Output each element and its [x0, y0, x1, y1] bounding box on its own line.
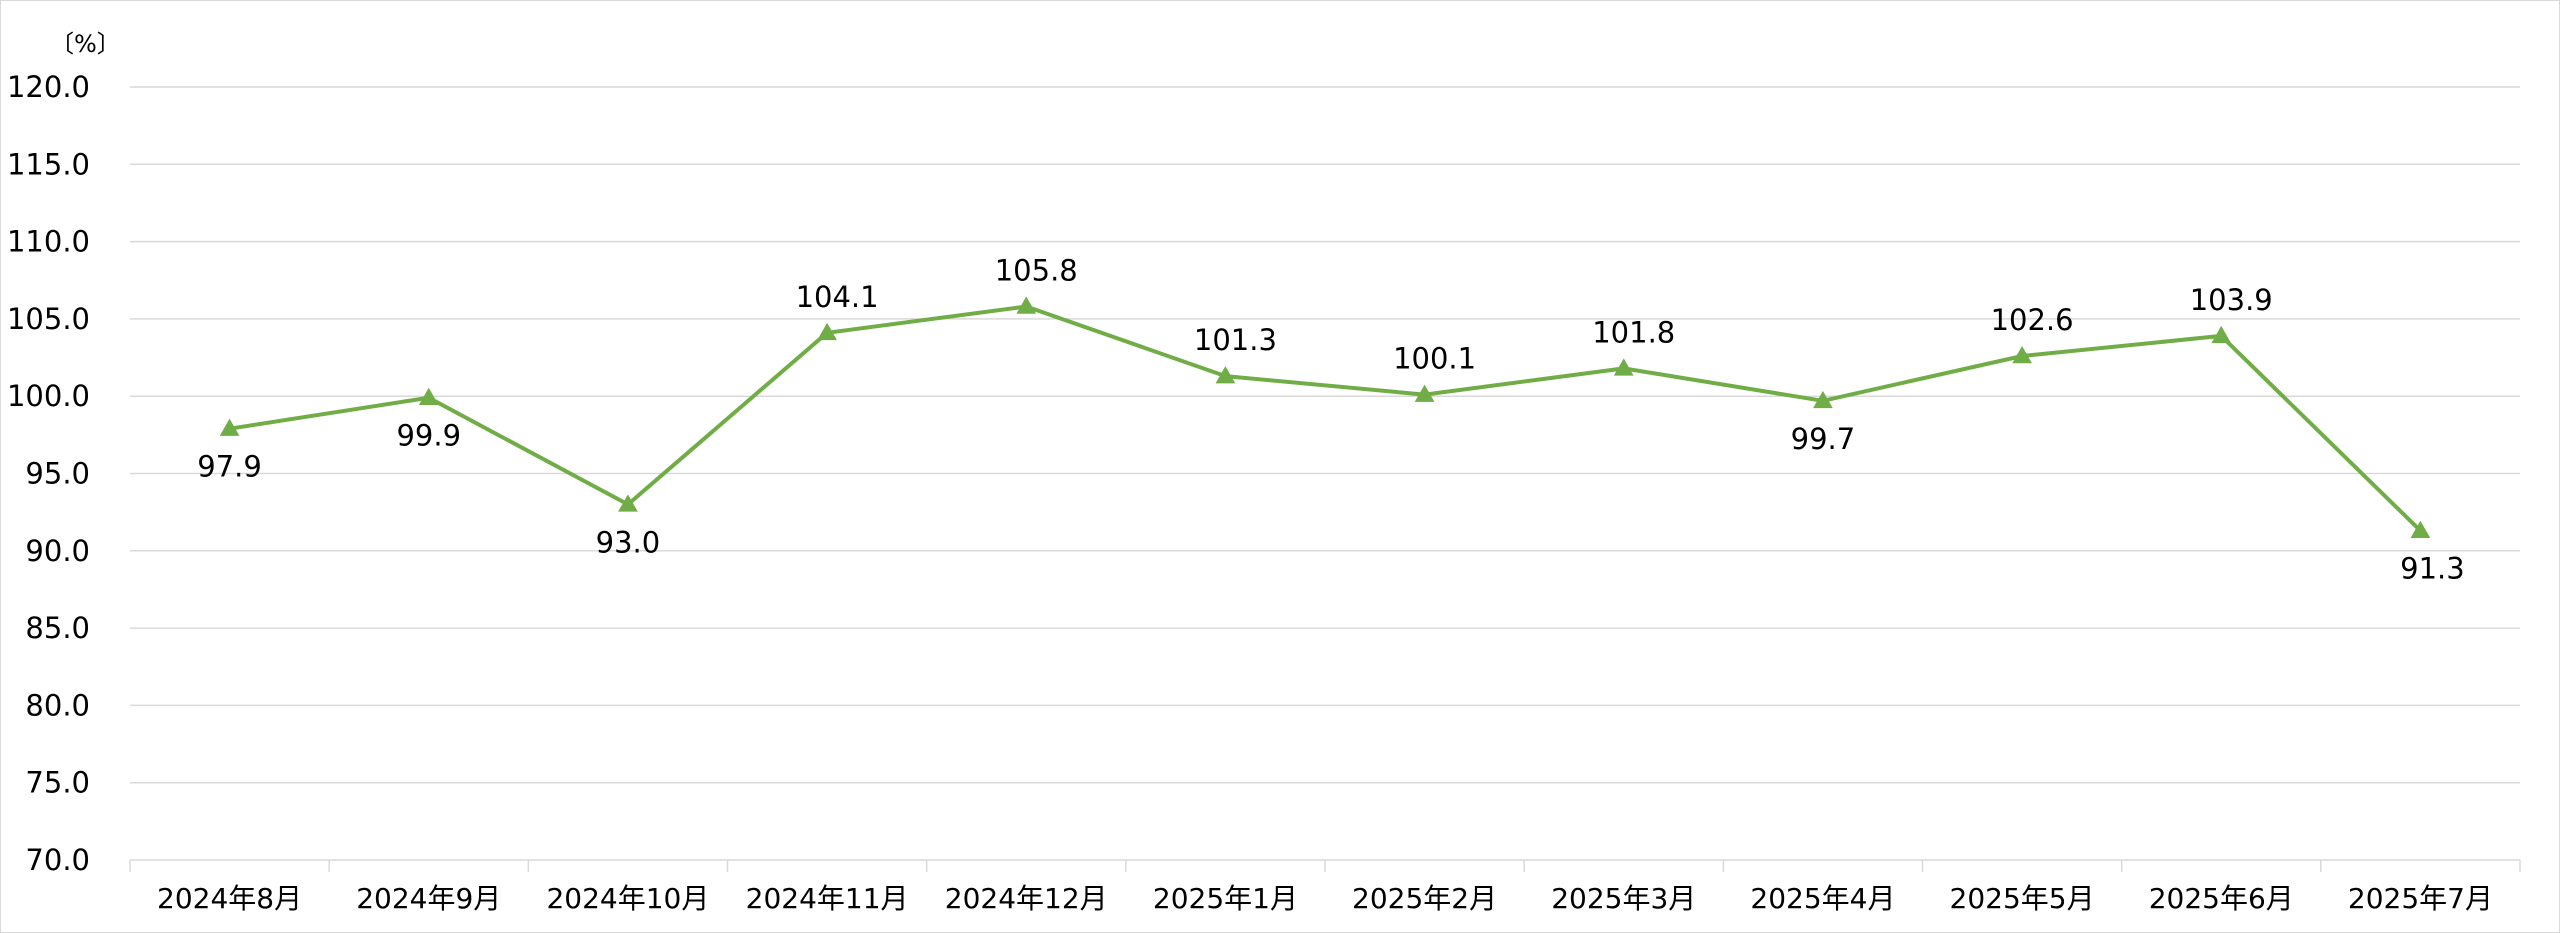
x-tick-label: 2025年5月 — [1950, 882, 2095, 915]
y-unit-label: 〔%〕 — [50, 30, 121, 58]
data-point-marker — [618, 494, 638, 512]
data-label: 99.9 — [396, 419, 461, 453]
data-label: 99.7 — [1791, 422, 1856, 456]
y-tick-label: 95.0 — [25, 457, 90, 491]
y-tick-label: 105.0 — [7, 302, 90, 336]
data-point-marker — [817, 322, 837, 341]
y-tick-label: 110.0 — [7, 225, 90, 259]
x-tick-label: 2024年12月 — [945, 882, 1108, 915]
data-label: 93.0 — [596, 525, 661, 559]
x-tick-label: 2025年4月 — [1750, 882, 1895, 915]
y-tick-label: 85.0 — [25, 611, 90, 645]
data-point-marker — [2211, 325, 2232, 344]
data-label: 91.3 — [2400, 552, 2465, 586]
data-label: 97.9 — [197, 450, 262, 484]
x-tick-label: 2025年3月 — [1551, 882, 1696, 915]
x-tick-label: 2024年10月 — [546, 882, 709, 915]
y-tick-label: 115.0 — [7, 147, 90, 181]
data-point-marker — [418, 387, 439, 405]
data-point-marker — [2410, 520, 2431, 538]
data-point-marker — [1016, 296, 1037, 314]
y-tick-label: 120.0 — [7, 70, 90, 104]
data-label: 105.8 — [995, 254, 1078, 288]
gridlines — [130, 86, 2520, 861]
y-tick-label: 100.0 — [7, 379, 90, 413]
data-label: 103.9 — [2190, 283, 2273, 317]
x-tick-label: 2025年7月 — [2348, 882, 2493, 915]
y-tick-label: 70.0 — [25, 843, 90, 877]
data-label: 100.1 — [1393, 342, 1476, 376]
x-tick-label: 2025年2月 — [1352, 882, 1497, 915]
y-tick-label: 75.0 — [25, 766, 90, 800]
data-label: 102.6 — [1991, 303, 2074, 337]
x-axis: 2024年8月 2024年9月 2024年10月 2024年11月 2024年12月 20… — [129, 860, 2521, 915]
data-label: 104.1 — [796, 280, 879, 314]
data-point-marker — [1215, 366, 1236, 384]
y-tick-label: 80.0 — [25, 688, 90, 722]
series-line-path — [229, 304, 2422, 533]
y-tick-label: 90.0 — [25, 534, 90, 568]
x-tick-label: 2024年9月 — [356, 882, 501, 915]
y-axis: 70.0 75.0 80.0 85.0 90.0 95.0 100.0 105.0 110.0 1… — [7, 70, 90, 877]
data-label: 101.8 — [1592, 315, 1675, 349]
x-tick-label: 2025年1月 — [1153, 882, 1298, 915]
x-tick-label: 2024年8月 — [157, 882, 302, 915]
data-point-marker — [1613, 358, 1634, 376]
data-label: 101.3 — [1194, 323, 1277, 357]
series-line — [219, 296, 2431, 538]
data-point-marker — [219, 418, 240, 436]
data-point-marker — [1414, 384, 1435, 402]
x-tick-label: 2024年11月 — [746, 882, 909, 915]
data-point-marker — [1813, 390, 1833, 409]
data-labels: 97.9 99.9 93.0 104.1 105.8 101.3 100.1 101.8 99.… — [197, 254, 2464, 586]
x-tick-label: 2025年6月 — [2149, 882, 2294, 915]
data-point-marker — [2012, 345, 2032, 364]
